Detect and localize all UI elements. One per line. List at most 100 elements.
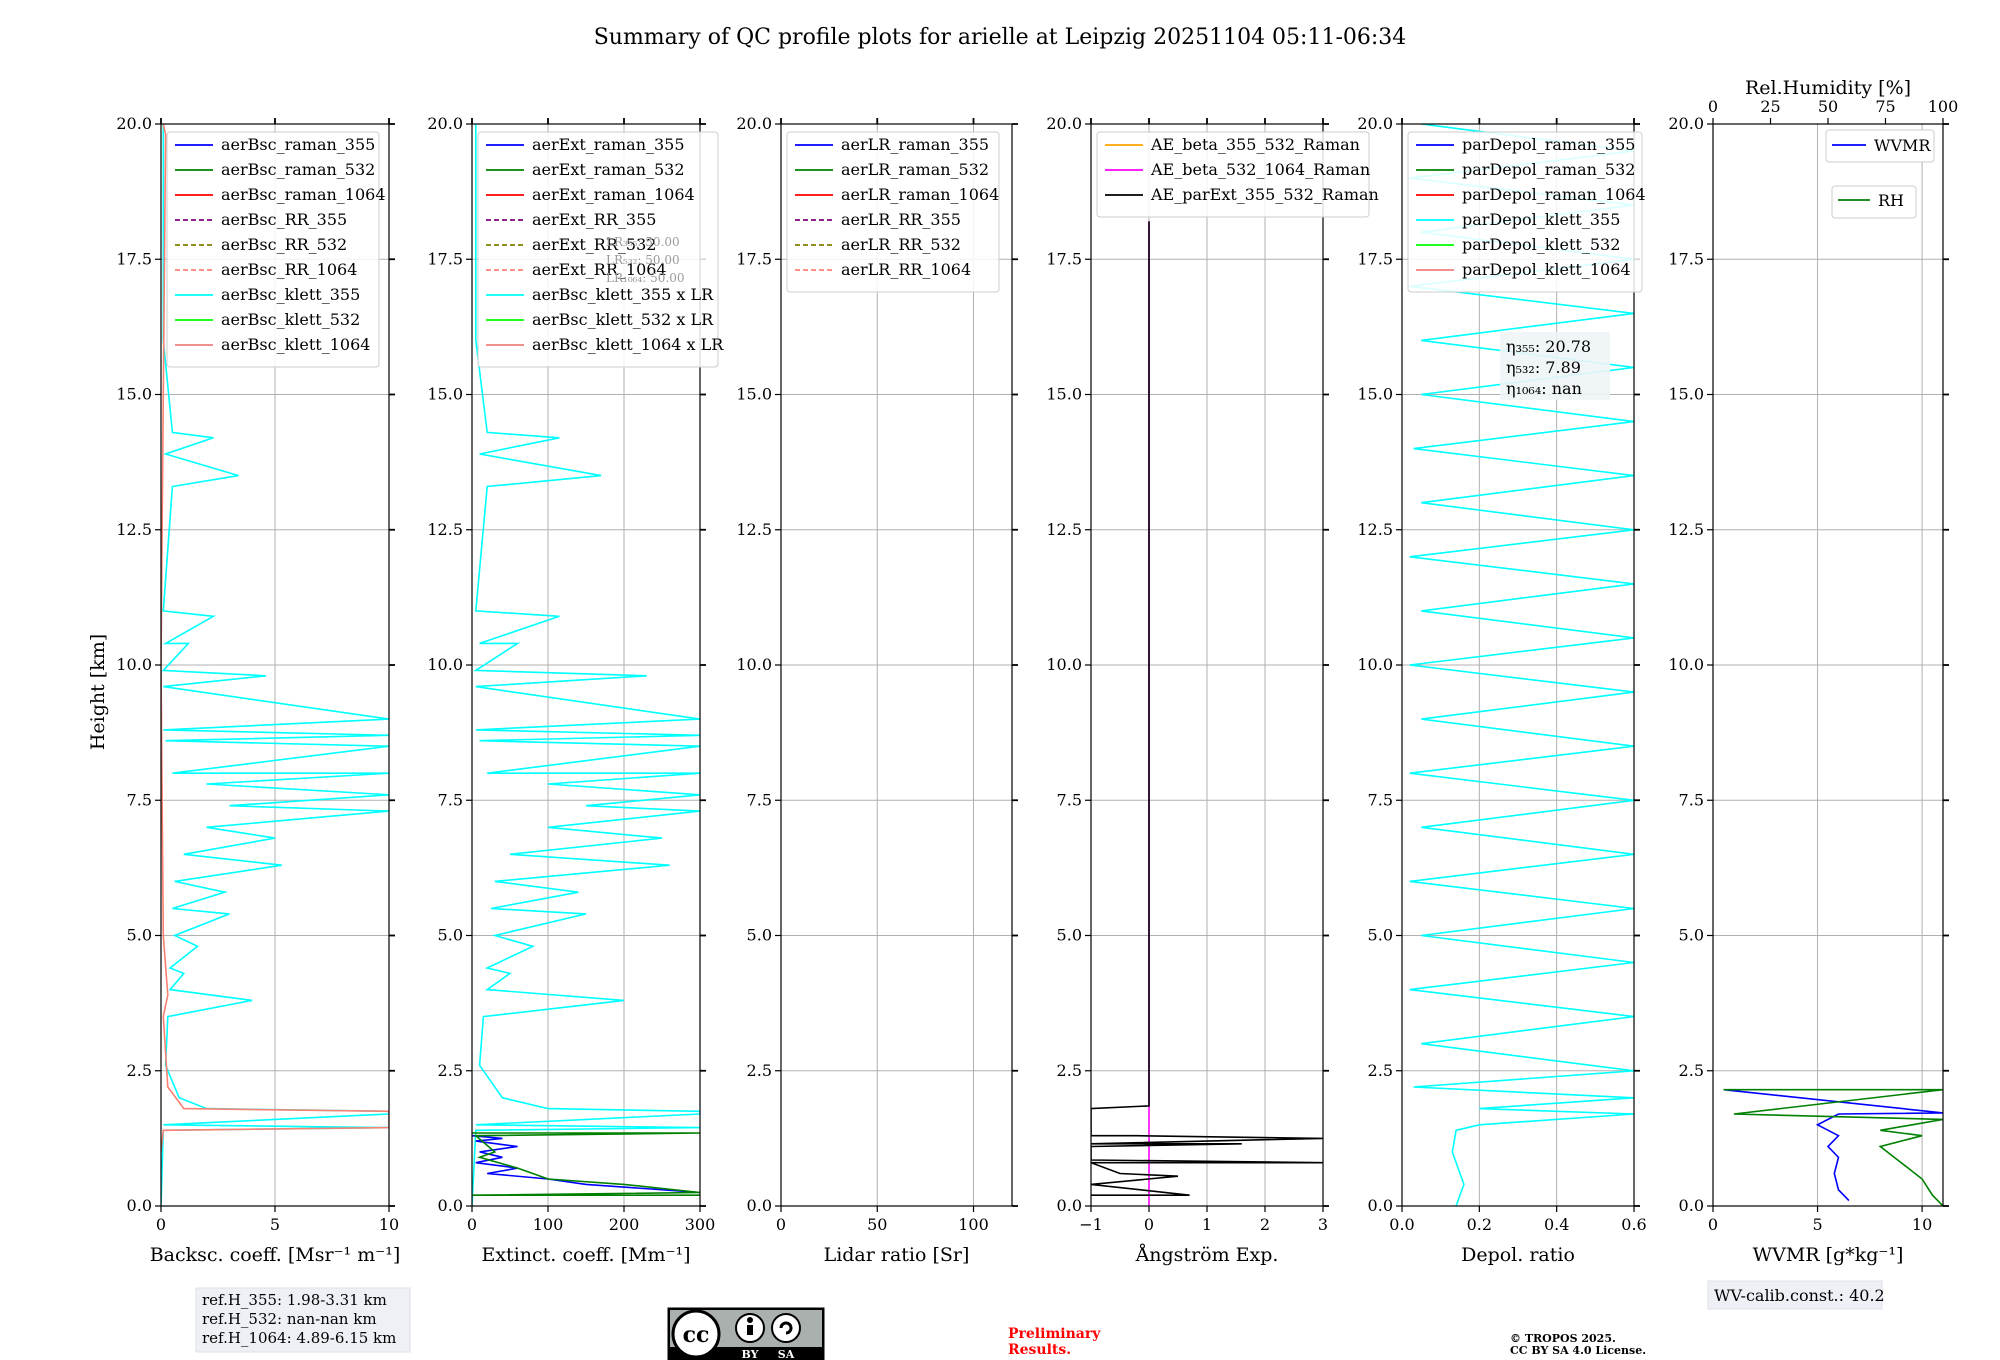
copyright-line-1: © TROPOS 2025. xyxy=(1510,1332,1616,1345)
y-tick-label: 5.0 xyxy=(1368,926,1393,945)
x-tick-label: 0 xyxy=(776,1215,786,1234)
legend-label: aerLR_raman_1064 xyxy=(841,185,999,204)
legend-box xyxy=(786,131,1000,293)
figure-title: Summary of QC profile plots for arielle … xyxy=(594,25,1407,50)
y-tick-label: 20.0 xyxy=(1668,114,1704,133)
x-tick-label: 3 xyxy=(1318,1215,1328,1234)
legend-label: aerBsc_klett_355 x LR xyxy=(532,285,714,304)
legend-label: parDepol_klett_1064 xyxy=(1462,260,1631,279)
x-tick-label: 2 xyxy=(1260,1215,1270,1234)
legend-label: AE_beta_355_532_Raman xyxy=(1150,135,1360,154)
legend-box xyxy=(1407,131,1643,293)
legend-label: aerExt_raman_1064 xyxy=(532,185,695,204)
legend-label: aerExt_RR_1064 xyxy=(532,260,667,279)
series-aerBsc_klett_355 x LR xyxy=(472,124,700,1206)
y-tick-label: 10.0 xyxy=(1668,655,1704,674)
x-tick-label: 5 xyxy=(1812,1215,1822,1234)
x-tick-label: 50 xyxy=(867,1215,887,1234)
y-tick-label: 0.0 xyxy=(438,1196,463,1215)
y-tick-label: 0.0 xyxy=(1057,1196,1082,1215)
y-tick-label: 17.5 xyxy=(1668,249,1704,268)
top-x-tick-label: 75 xyxy=(1875,97,1895,116)
x-tick-label: 10 xyxy=(379,1215,399,1234)
y-tick-label: 15.0 xyxy=(1668,385,1704,404)
ref-height-532: ref.H_532: nan-nan km xyxy=(202,1310,377,1328)
series-WVMR xyxy=(1723,1088,1943,1202)
legend-label: parDepol_klett_532 xyxy=(1462,235,1620,254)
x-axis-label: WVMR [g*kg⁻¹] xyxy=(1753,1244,1904,1266)
legend-box xyxy=(477,131,719,368)
legend-label: aerBsc_klett_532 x LR xyxy=(532,310,714,329)
y-tick-label: 2.5 xyxy=(1368,1061,1393,1080)
lr-label: LR₁₀₆₄: 50.00 xyxy=(606,271,684,285)
top-x-tick-label: 50 xyxy=(1818,97,1838,116)
legend-label: parDepol_raman_355 xyxy=(1462,135,1635,154)
y-tick-label: 20.0 xyxy=(427,114,463,133)
ref-height-1064: ref.H_1064: 4.89-6.15 km xyxy=(202,1329,396,1347)
top-axis-label: Rel.Humidity [%] xyxy=(1745,77,1911,99)
y-tick-label: 20.0 xyxy=(1046,114,1082,133)
x-tick-label: 0.0 xyxy=(1389,1215,1414,1234)
ref-height-box: ref.H_355: 1.98-3.31 km ref.H_532: nan-n… xyxy=(195,1287,411,1353)
y-tick-label: 15.0 xyxy=(736,385,772,404)
y-tick-label: 0.0 xyxy=(747,1196,772,1215)
legend-label: AE_beta_532_1064_Raman xyxy=(1150,160,1370,179)
x-tick-label: 10 xyxy=(1912,1215,1932,1234)
y-tick-label: 12.5 xyxy=(1668,520,1704,539)
wv-calib-text: WV-calib.const.: 40.2 xyxy=(1714,1286,1885,1305)
legend-label: AE_parExt_355_532_Raman xyxy=(1150,185,1379,204)
wv-calib-box: WV-calib.const.: 40.2 xyxy=(1707,1280,1885,1310)
y-tick-label: 20.0 xyxy=(736,114,772,133)
top-x-tick-label: 25 xyxy=(1760,97,1780,116)
preliminary-line-2: Results. xyxy=(1008,1342,1071,1358)
legend-label: aerLR_raman_532 xyxy=(841,160,989,179)
legend-label: aerBsc_RR_355 xyxy=(221,210,347,229)
y-tick-label: 20.0 xyxy=(1357,114,1393,133)
y-tick-label: 7.5 xyxy=(1679,790,1704,809)
y-tick-label: 5.0 xyxy=(747,926,772,945)
y-tick-label: 12.5 xyxy=(1046,520,1082,539)
y-tick-label: 5.0 xyxy=(1679,926,1704,945)
y-tick-label: 2.5 xyxy=(127,1061,152,1080)
top-x-tick-label: 100 xyxy=(1928,97,1959,116)
legend-label: parDepol_raman_1064 xyxy=(1462,185,1646,204)
legend-label: aerBsc_klett_1064 x LR xyxy=(532,335,724,354)
legend-label: aerExt_RR_355 xyxy=(532,210,656,229)
x-tick-label: 0.2 xyxy=(1467,1215,1492,1234)
wvmr-panel: 0.02.55.07.510.012.515.017.520.00 5 10WVMR… xyxy=(1668,77,1958,1266)
cc-mark: cc xyxy=(683,1322,710,1348)
y-tick-label: 2.5 xyxy=(438,1061,463,1080)
series-aerBsc_klett_355 xyxy=(161,124,389,1206)
series-aerBsc_klett_1064 xyxy=(161,124,389,1152)
cc-by-label: BY xyxy=(742,1348,759,1360)
x-tick-label: 100 xyxy=(533,1215,564,1234)
y-tick-label: 5.0 xyxy=(127,926,152,945)
legend-label: parDepol_klett_355 xyxy=(1462,210,1620,229)
copyright-line-2: CC BY SA 4.0 License. xyxy=(1510,1344,1646,1357)
y-tick-label: 0.0 xyxy=(1368,1196,1393,1215)
x-axis-label: Backsc. coeff. [Msr⁻¹ m⁻¹] xyxy=(150,1244,401,1266)
y-tick-label: 7.5 xyxy=(747,790,772,809)
eta-label: η₃₅₅: 20.78 xyxy=(1506,337,1591,356)
y-tick-label: 12.5 xyxy=(116,520,152,539)
y-tick-label: 17.5 xyxy=(1046,249,1082,268)
y-tick-label: 7.5 xyxy=(1368,790,1393,809)
cc-sa-label: SA xyxy=(778,1348,795,1360)
preliminary-line-1: Preliminary xyxy=(1008,1326,1101,1342)
y-tick-label: 20.0 xyxy=(116,114,152,133)
x-tick-label: 5 xyxy=(270,1215,280,1234)
lr-label: LR₅₃₂: 50.00 xyxy=(606,253,680,267)
lidar-ratio-panel: 0.0 2.5 5.0 7.5 10.0 12.5 15.0 17.5 20.0 0 50 100 Li… xyxy=(736,114,1018,1266)
x-tick-label: 0.6 xyxy=(1621,1215,1646,1234)
y-tick-label: 0.0 xyxy=(1679,1196,1704,1215)
legend-label: aerLR_raman_355 xyxy=(841,135,989,154)
series-parDepol_klett_355 xyxy=(1409,124,1634,1206)
y-tick-label: 5.0 xyxy=(1057,926,1082,945)
y-tick-label: 5.0 xyxy=(438,926,463,945)
x-axis-label: Extinct. coeff. [Mm⁻¹] xyxy=(481,1244,690,1266)
x-axis-label: Lidar ratio [Sr] xyxy=(824,1244,970,1266)
y-tick-label: 15.0 xyxy=(1357,385,1393,404)
backscatter-panel: 0.0 2.5 5.0 7.5 10.0 12.5 15.0 17.5 20.0 0 5 10 Back… xyxy=(116,114,400,1266)
y-tick-label: 17.5 xyxy=(427,249,463,268)
